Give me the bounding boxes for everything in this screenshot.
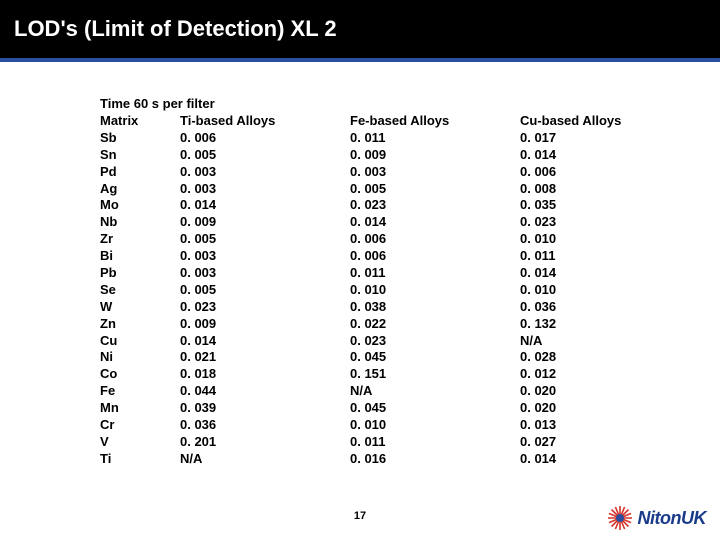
ti-value: 0. 003 xyxy=(180,164,350,181)
col-header-ti: Ti-based Alloys xyxy=(180,113,350,130)
cu-value: 0. 006 xyxy=(520,164,690,181)
col-header-fe: Fe-based Alloys xyxy=(350,113,520,130)
fe-value: 0. 011 xyxy=(350,265,520,282)
cu-value: 0. 132 xyxy=(520,316,690,333)
ti-value: 0. 009 xyxy=(180,316,350,333)
fe-value: 0. 023 xyxy=(350,333,520,350)
ti-value: 0. 014 xyxy=(180,197,350,214)
ti-value: 0. 003 xyxy=(180,248,350,265)
cu-value: 0. 010 xyxy=(520,282,690,299)
ti-value: 0. 014 xyxy=(180,333,350,350)
cu-value: N/A xyxy=(520,333,690,350)
fe-value: 0. 010 xyxy=(350,417,520,434)
fe-value: N/A xyxy=(350,383,520,400)
cu-value: 0. 023 xyxy=(520,214,690,231)
fe-value: 0. 045 xyxy=(350,349,520,366)
fe-value: 0. 006 xyxy=(350,248,520,265)
element-label: Zr xyxy=(100,231,180,248)
fe-value: 0. 005 xyxy=(350,181,520,198)
fe-value: 0. 016 xyxy=(350,451,520,468)
content-area: Time 60 s per filter Matrix SbSnPdAgMoNb… xyxy=(100,96,690,468)
cu-value: 0. 020 xyxy=(520,383,690,400)
subheading: Time 60 s per filter xyxy=(100,96,690,111)
cu-value: 0. 012 xyxy=(520,366,690,383)
fe-value: 0. 011 xyxy=(350,434,520,451)
logo-text: NitonUK xyxy=(638,508,706,529)
element-label: Sb xyxy=(100,130,180,147)
element-label: Cu xyxy=(100,333,180,350)
cu-value: 0. 010 xyxy=(520,231,690,248)
ti-value: 0. 005 xyxy=(180,282,350,299)
col-header-matrix: Matrix xyxy=(100,113,180,130)
cu-value: 0. 028 xyxy=(520,349,690,366)
ti-value: 0. 023 xyxy=(180,299,350,316)
element-label: V xyxy=(100,434,180,451)
niton-logo: NitonUK xyxy=(606,504,706,532)
element-label: Fe xyxy=(100,383,180,400)
ti-value: 0. 005 xyxy=(180,147,350,164)
fe-value: 0. 010 xyxy=(350,282,520,299)
cu-value: 0. 013 xyxy=(520,417,690,434)
element-label: Pd xyxy=(100,164,180,181)
ti-value: 0. 039 xyxy=(180,400,350,417)
column-ti: Ti-based Alloys 0. 0060. 0050. 0030. 003… xyxy=(180,113,350,468)
fe-value: 0. 011 xyxy=(350,130,520,147)
element-label: Se xyxy=(100,282,180,299)
element-label: Pb xyxy=(100,265,180,282)
ti-value: 0. 044 xyxy=(180,383,350,400)
element-label: Ni xyxy=(100,349,180,366)
fe-value: 0. 038 xyxy=(350,299,520,316)
cu-value: 0. 014 xyxy=(520,451,690,468)
accent-divider xyxy=(0,58,720,62)
column-matrix: Matrix SbSnPdAgMoNbZrBiPbSeWZnCuNiCoFeMn… xyxy=(100,113,180,468)
element-label: Bi xyxy=(100,248,180,265)
ti-value: 0. 003 xyxy=(180,181,350,198)
cu-value: 0. 008 xyxy=(520,181,690,198)
element-label: Ti xyxy=(100,451,180,468)
fe-value: 0. 045 xyxy=(350,400,520,417)
element-label: Mo xyxy=(100,197,180,214)
element-label: Nb xyxy=(100,214,180,231)
ti-value: 0. 003 xyxy=(180,265,350,282)
fe-value: 0. 014 xyxy=(350,214,520,231)
ti-value: 0. 201 xyxy=(180,434,350,451)
cu-value: 0. 020 xyxy=(520,400,690,417)
ti-value: 0. 036 xyxy=(180,417,350,434)
atom-icon xyxy=(606,504,634,532)
slide-header: LOD's (Limit of Detection) XL 2 xyxy=(0,0,720,58)
page-title: LOD's (Limit of Detection) XL 2 xyxy=(14,16,337,42)
fe-value: 0. 023 xyxy=(350,197,520,214)
ti-value: 0. 021 xyxy=(180,349,350,366)
ti-value: 0. 006 xyxy=(180,130,350,147)
cu-value: 0. 011 xyxy=(520,248,690,265)
cu-value: 0. 014 xyxy=(520,265,690,282)
cu-value: 0. 035 xyxy=(520,197,690,214)
element-label: W xyxy=(100,299,180,316)
ti-value: 0. 018 xyxy=(180,366,350,383)
cu-value: 0. 014 xyxy=(520,147,690,164)
ti-value: 0. 005 xyxy=(180,231,350,248)
lod-table: Matrix SbSnPdAgMoNbZrBiPbSeWZnCuNiCoFeMn… xyxy=(100,113,690,468)
cu-value: 0. 017 xyxy=(520,130,690,147)
cu-value: 0. 027 xyxy=(520,434,690,451)
fe-value: 0. 151 xyxy=(350,366,520,383)
element-label: Cr xyxy=(100,417,180,434)
col-header-cu: Cu-based Alloys xyxy=(520,113,690,130)
element-label: Mn xyxy=(100,400,180,417)
element-label: Co xyxy=(100,366,180,383)
ti-value: 0. 009 xyxy=(180,214,350,231)
element-label: Sn xyxy=(100,147,180,164)
cu-value: 0. 036 xyxy=(520,299,690,316)
element-label: Zn xyxy=(100,316,180,333)
column-fe: Fe-based Alloys 0. 0110. 0090. 0030. 005… xyxy=(350,113,520,468)
fe-value: 0. 003 xyxy=(350,164,520,181)
element-label: Ag xyxy=(100,181,180,198)
fe-value: 0. 009 xyxy=(350,147,520,164)
ti-value: N/A xyxy=(180,451,350,468)
column-cu: Cu-based Alloys 0. 0170. 0140. 0060. 008… xyxy=(520,113,690,468)
fe-value: 0. 022 xyxy=(350,316,520,333)
fe-value: 0. 006 xyxy=(350,231,520,248)
